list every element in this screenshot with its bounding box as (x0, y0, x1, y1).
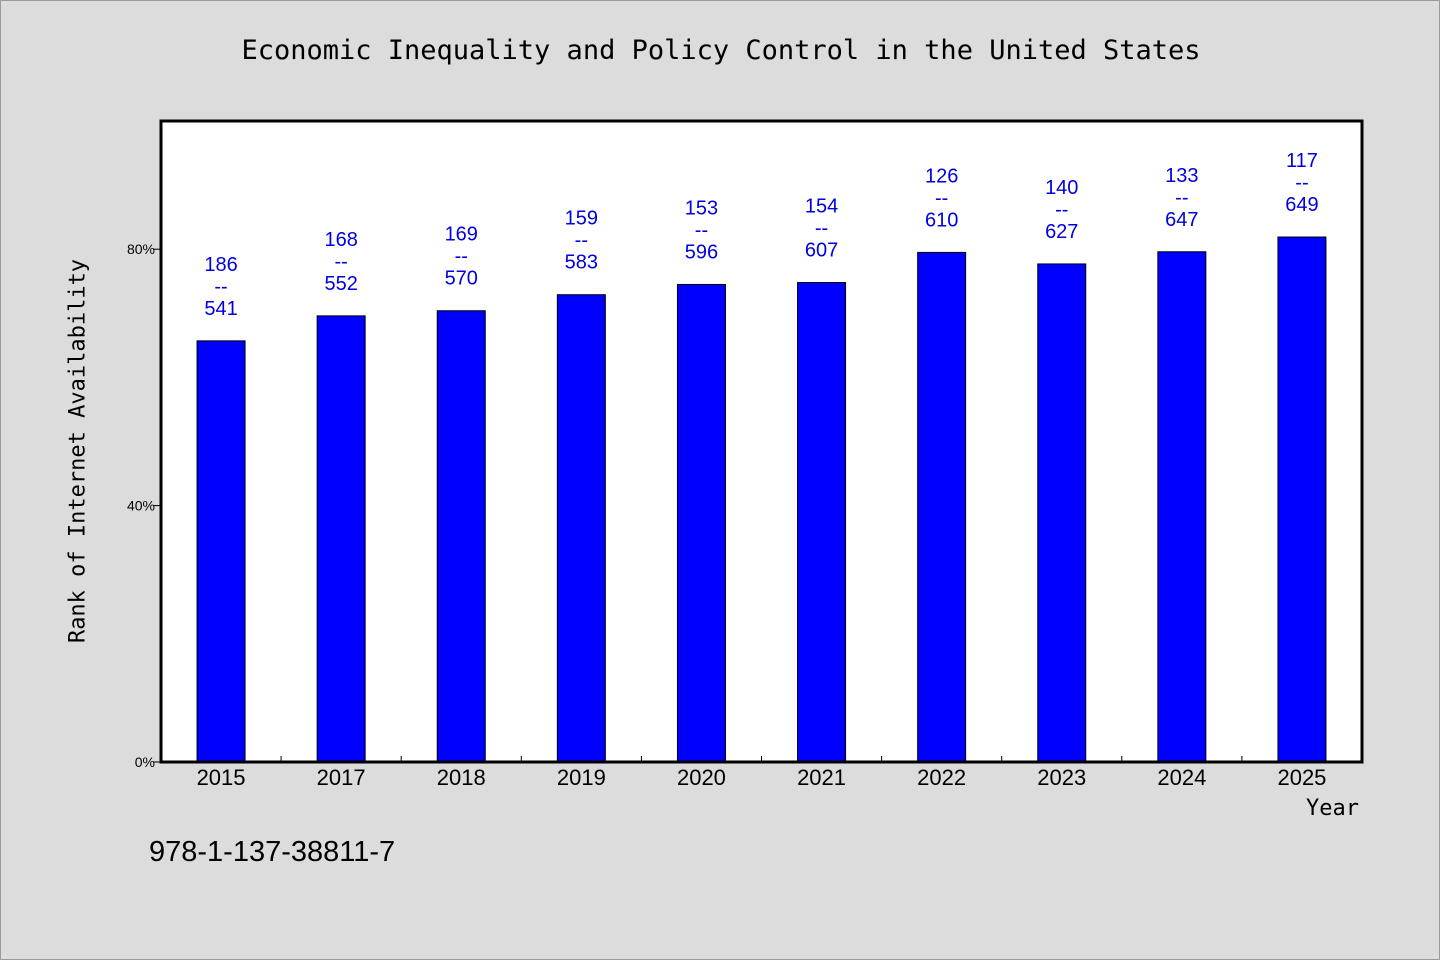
bar-2020 (676, 283, 726, 763)
y-tick-label-40: 40% (127, 498, 155, 514)
data-label-sep-2024: -- (1175, 187, 1188, 209)
data-label-bottom-2022: 610 (925, 209, 958, 231)
data-label-sep-2017: -- (334, 251, 347, 273)
x-tick-label-2022: 2022 (917, 765, 966, 790)
bar-2023 (1037, 263, 1087, 763)
data-label-sep-2023: -- (1055, 199, 1068, 221)
data-label-sep-2021: -- (815, 218, 828, 240)
data-label-top-2023: 140 (1045, 177, 1078, 199)
data-label-sep-2020: -- (695, 219, 708, 241)
y-tick-label-0: 0% (135, 754, 155, 770)
bar-2019 (556, 294, 606, 763)
data-label-top-2024: 133 (1165, 165, 1198, 187)
bar-2015 (196, 340, 246, 763)
data-label-top-2021: 154 (805, 196, 838, 218)
bar-2024 (1157, 251, 1207, 763)
data-label-bottom-2017: 552 (324, 273, 357, 295)
x-axis-label: Year (1306, 796, 1359, 821)
x-tick-label-2024: 2024 (1157, 765, 1206, 790)
bar-2017 (316, 315, 366, 763)
data-label-top-2019: 159 (565, 208, 598, 230)
x-tick-label-2018: 2018 (437, 765, 486, 790)
x-tick-label-2017: 2017 (317, 765, 366, 790)
isbn-code: 978-1-137-38811-7 (149, 836, 396, 868)
data-label-top-2015: 186 (204, 254, 237, 276)
data-label-bottom-2025: 649 (1285, 194, 1318, 216)
x-tick-label-2021: 2021 (797, 765, 846, 790)
data-label-bottom-2020: 596 (685, 241, 718, 263)
data-label-top-2017: 168 (324, 229, 357, 251)
plot-frame (159, 119, 1364, 764)
bar-2021 (797, 282, 847, 763)
x-tick-label-2015: 2015 (197, 765, 246, 790)
x-tick-label-2019: 2019 (557, 765, 606, 790)
data-label-bottom-2024: 647 (1165, 209, 1198, 231)
bar-2025 (1277, 236, 1327, 763)
data-label-sep-2022: -- (935, 187, 948, 209)
data-label-sep-2018: -- (455, 246, 468, 268)
data-label-bottom-2021: 607 (805, 240, 838, 262)
bar-2018 (436, 310, 486, 763)
data-label-sep-2019: -- (575, 230, 588, 252)
data-label-bottom-2015: 541 (204, 298, 237, 320)
data-label-top-2018: 169 (445, 224, 478, 246)
data-label-sep-2025: -- (1295, 172, 1308, 194)
data-label-bottom-2019: 583 (565, 252, 598, 274)
data-label-top-2025: 117 (1286, 150, 1318, 172)
x-tick-label-2025: 2025 (1277, 765, 1326, 790)
data-label-top-2022: 126 (925, 165, 958, 187)
x-tick-label-2020: 2020 (677, 765, 726, 790)
bar-2022 (917, 251, 967, 763)
data-label-bottom-2023: 627 (1045, 221, 1078, 243)
x-tick-label-2023: 2023 (1037, 765, 1086, 790)
data-label-top-2020: 153 (685, 197, 718, 219)
data-label-bottom-2018: 570 (445, 268, 478, 290)
chart-title: Economic Inequality and Policy Control i… (241, 35, 1201, 66)
data-label-sep-2015: -- (214, 276, 227, 298)
y-tick-label-80: 80% (127, 241, 155, 257)
